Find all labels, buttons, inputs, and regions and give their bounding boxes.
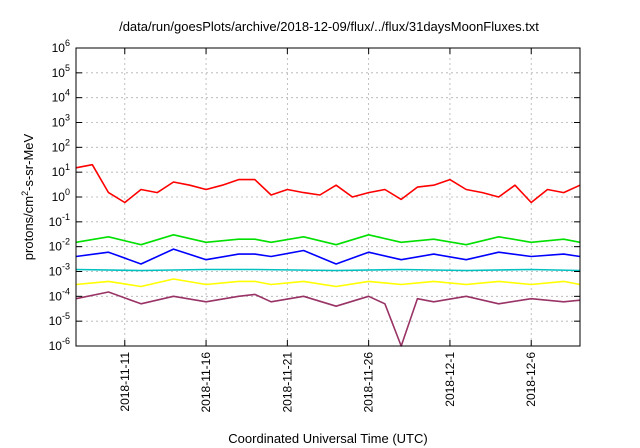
- x-tick-label: 2018-11-26: [362, 352, 376, 413]
- y-tick-label: 10-3: [49, 262, 70, 279]
- x-axis-label: Coordinated Universal Time (UTC): [228, 431, 427, 446]
- series-line-3: [75, 248, 581, 265]
- series-line-6: [75, 291, 581, 347]
- y-tick-label: 104: [52, 88, 70, 105]
- chart-title: /data/run/goesPlots/archive/2018-12-09/f…: [119, 19, 539, 34]
- y-tick-label: 10-1: [49, 212, 70, 229]
- series-layer: [75, 163, 581, 347]
- x-tick-label: 2018-11-16: [199, 352, 213, 413]
- x-axis: 2018-11-11 2018-11-16 2018-11-21 2018-11-26…: [118, 48, 538, 413]
- y-tick-label: 10-2: [49, 237, 70, 254]
- grid: [76, 48, 580, 346]
- x-tick-label: 2018-11-21: [280, 352, 294, 413]
- series-line-5: [75, 278, 581, 288]
- y-tick-label: 100: [52, 187, 70, 204]
- y-axis: 10-6 10-5 10-4 10-3 10-2 10-1 100 101 102 103 104 1…: [49, 38, 580, 353]
- x-tick-label: 2018-11-11: [118, 352, 132, 412]
- y-tick-label: 101: [52, 162, 70, 179]
- y-tick-label: 106: [52, 38, 70, 55]
- y-tick-label: 10-5: [49, 311, 70, 328]
- y-tick-label: 103: [52, 113, 70, 130]
- y-tick-label: 10-4: [49, 286, 70, 303]
- y-tick-label: 10-6: [49, 336, 70, 353]
- series-line-2: [75, 234, 581, 246]
- series-line-1: [75, 163, 581, 204]
- x-tick-label: 2018-12-6: [524, 352, 538, 407]
- y-axis-label: protons/cm2-s-sr-MeV: [20, 133, 36, 260]
- x-tick-label: 2018-12-1: [443, 352, 457, 407]
- y-tick-label: 105: [52, 63, 70, 80]
- series-line-4: [75, 268, 581, 272]
- y-tick-label: 102: [52, 137, 70, 154]
